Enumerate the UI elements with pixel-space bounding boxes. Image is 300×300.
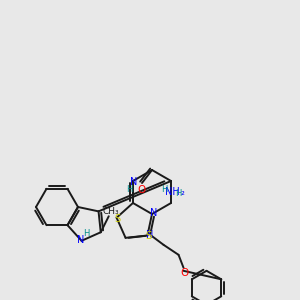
Text: S: S <box>115 214 121 224</box>
Text: H: H <box>175 188 181 197</box>
Text: N: N <box>77 235 84 245</box>
Text: N: N <box>146 230 153 239</box>
Text: H: H <box>127 185 133 194</box>
Text: NH: NH <box>165 187 179 197</box>
Text: CH₃: CH₃ <box>102 207 119 216</box>
Text: H: H <box>161 185 167 194</box>
Text: H: H <box>83 229 90 238</box>
Text: O: O <box>137 185 145 195</box>
Text: ₂: ₂ <box>180 187 184 197</box>
Text: N: N <box>150 208 158 218</box>
Text: N: N <box>130 177 138 187</box>
Text: S: S <box>145 231 152 241</box>
Text: O: O <box>180 268 189 278</box>
